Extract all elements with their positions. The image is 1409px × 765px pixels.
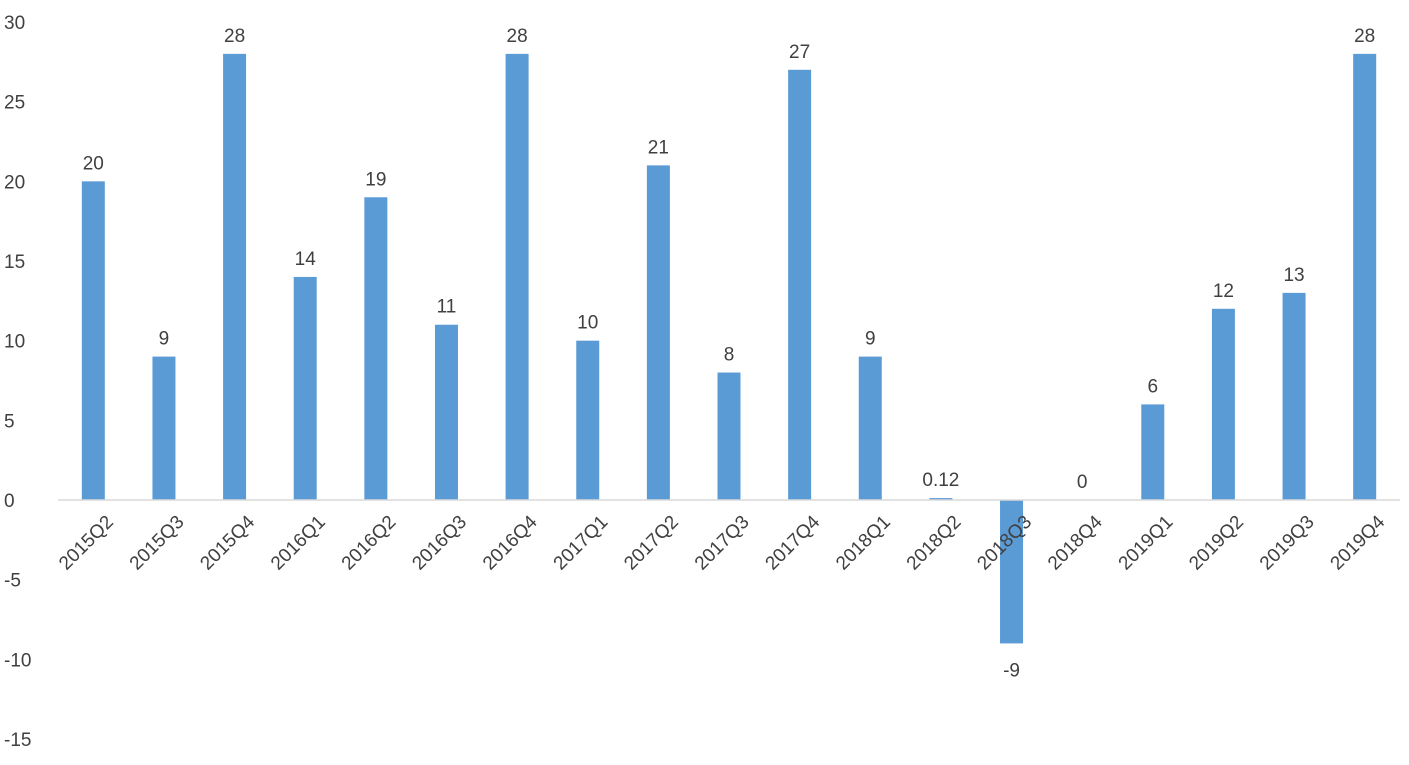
bar (646, 165, 670, 500)
bars (81, 53, 1377, 644)
bar (293, 276, 317, 500)
y-tick-label: -15 (4, 730, 31, 751)
bar (858, 356, 882, 500)
y-tick-label: 10 (4, 332, 25, 353)
data-labels: 20 9 28 14 19 11 28 10 21 8 27 9 0.12 -9 0 6 12 13 28 (83, 26, 1376, 682)
bar (929, 498, 953, 500)
data-label: 13 (1283, 265, 1304, 286)
bar (788, 69, 812, 501)
bar (1141, 404, 1165, 500)
data-label: 8 (724, 345, 735, 366)
data-label: 28 (1354, 26, 1375, 47)
data-label: 21 (648, 137, 669, 158)
data-label: 10 (577, 313, 598, 334)
bar (1211, 308, 1235, 500)
bar (576, 340, 600, 500)
y-tick-label: 15 (4, 252, 25, 273)
bar (1282, 292, 1306, 500)
data-label: 0.12 (922, 470, 959, 491)
data-label: 9 (159, 329, 170, 350)
bar (364, 197, 388, 500)
y-tick-label: 20 (4, 172, 25, 193)
data-label: 0 (1077, 472, 1088, 493)
data-label: -9 (1003, 660, 1020, 681)
y-tick-label: 0 (4, 491, 15, 512)
data-label: 12 (1213, 281, 1234, 302)
bar (81, 181, 105, 501)
data-label: 6 (1148, 376, 1159, 397)
y-tick-label: 30 (4, 13, 25, 34)
bar (717, 372, 741, 500)
data-label: 9 (865, 329, 876, 350)
data-label: 28 (224, 26, 245, 47)
y-tick-label: -5 (4, 571, 21, 592)
data-label: 14 (295, 249, 317, 270)
bar (152, 356, 176, 500)
data-label: 19 (365, 169, 386, 190)
bar (434, 324, 458, 500)
data-label: 27 (789, 42, 810, 63)
y-axis-ticks: 30 25 20 15 10 5 0 -5 -10 -15 (4, 13, 31, 751)
y-tick-label: 5 (4, 411, 15, 432)
y-tick-label: -10 (4, 650, 31, 671)
data-label: 28 (507, 26, 528, 47)
y-tick-label: 25 (4, 93, 25, 114)
data-label: 20 (83, 153, 104, 174)
bar (505, 53, 529, 500)
bar (223, 53, 247, 500)
data-label: 11 (437, 297, 457, 318)
bar (1353, 53, 1377, 500)
bar (1000, 500, 1024, 644)
